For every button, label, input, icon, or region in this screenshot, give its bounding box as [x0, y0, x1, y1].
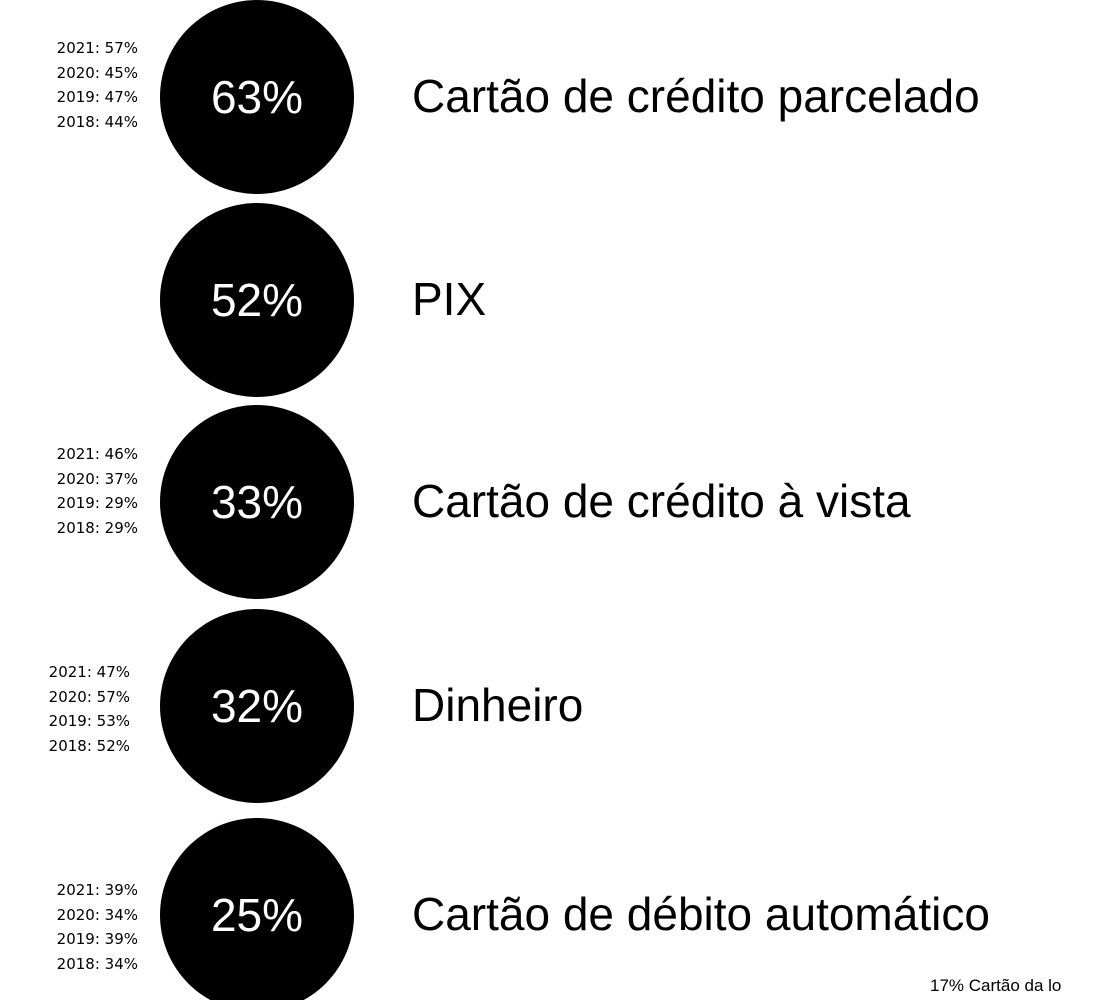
history-line: 2021: 57% [56, 39, 138, 57]
history-line: 2018: 44% [56, 112, 138, 131]
history-line: 2018: 34% [56, 954, 138, 973]
payment-label: Cartão de crédito à vista [412, 475, 911, 527]
history-line: 2019: 39% [56, 930, 138, 948]
history-line: 2021: 47% [48, 663, 130, 681]
history-list: 2021: 47% 2020: 57% 2019: 53% 2018: 52% [49, 660, 130, 758]
history-line: 2018: 29% [56, 518, 138, 537]
history-list: 2021: 46% 2020: 37% 2019: 29% 2018: 29% [57, 442, 138, 540]
percent-circle: 25% [160, 818, 354, 1000]
payment-label: Dinheiro [412, 679, 584, 731]
payment-label: PIX [412, 273, 487, 325]
percent-circle: 32% [160, 609, 354, 803]
history-line: 2021: 46% [56, 445, 138, 463]
payment-label: Cartão de crédito parcelado [412, 70, 980, 122]
percent-circle: 63% [160, 0, 354, 194]
history-line: 2021: 39% [56, 881, 138, 899]
payment-label: Cartão de débito automático [412, 888, 990, 940]
percent-circle: 33% [160, 405, 354, 599]
history-list: 2021: 57% 2020: 45% 2019: 47% 2018: 44% [57, 36, 138, 134]
history-line: 2020: 57% [48, 687, 130, 706]
history-line: 2019: 47% [56, 88, 138, 106]
footer-note: 17% Cartão da lo [930, 976, 1062, 995]
history-line: 2019: 29% [56, 494, 138, 512]
history-line: 2020: 37% [56, 469, 138, 488]
history-line: 2019: 53% [48, 712, 130, 730]
percent-circle: 52% [160, 203, 354, 397]
history-list: 2021: 39% 2020: 34% 2019: 39% 2018: 34% [57, 878, 138, 976]
history-line: 2018: 52% [48, 736, 130, 755]
history-line: 2020: 45% [56, 63, 138, 82]
history-line: 2020: 34% [56, 905, 138, 924]
